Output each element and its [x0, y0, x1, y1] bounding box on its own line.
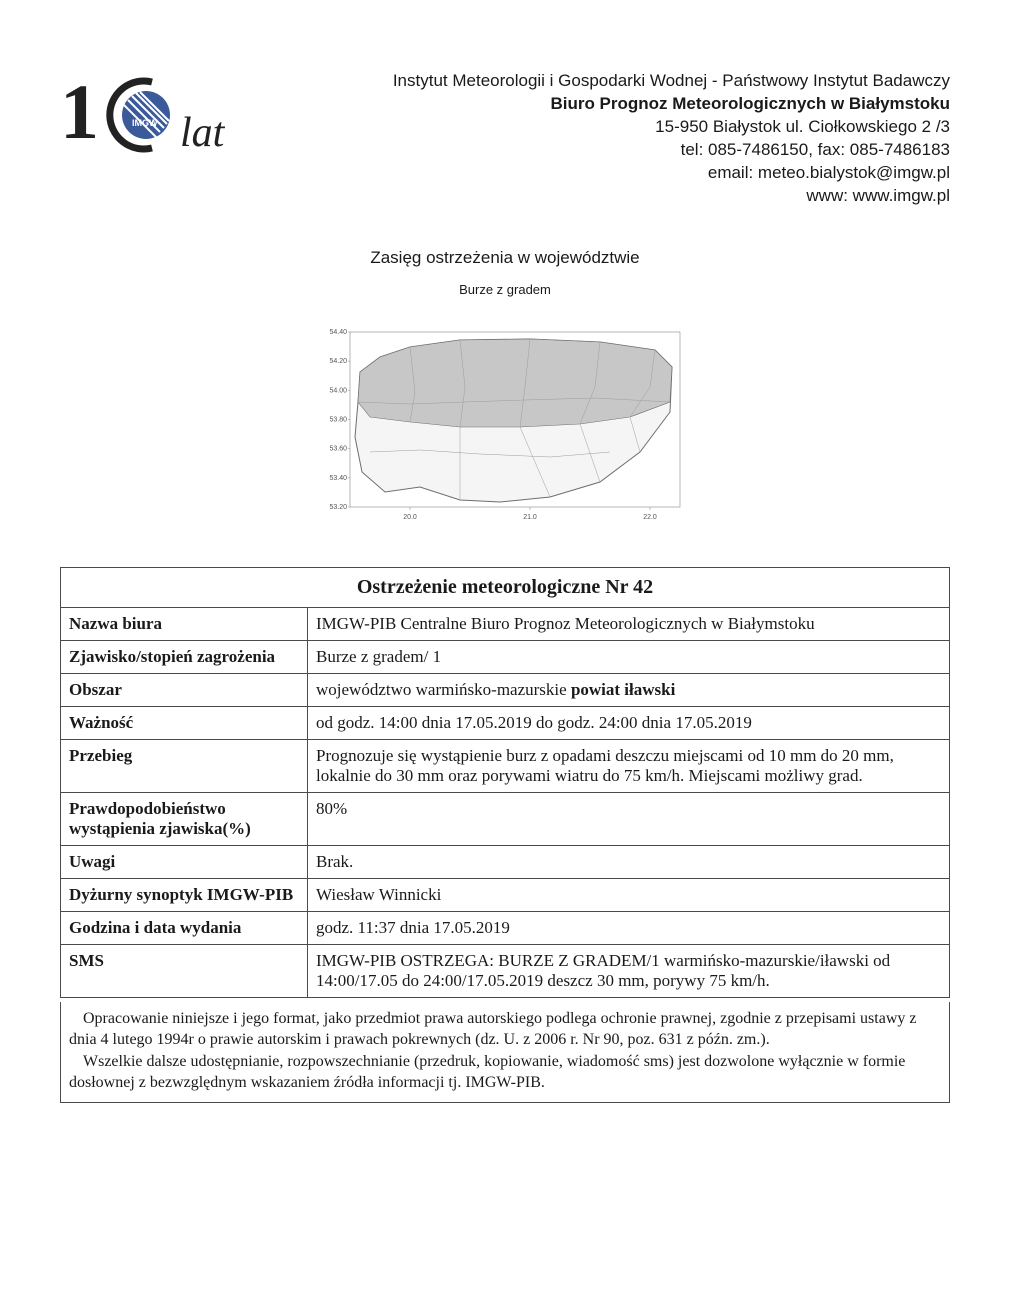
table-row-value: IMGW-PIB OSTRZEGA: BURZE Z GRADEM/1 warm… [308, 944, 950, 997]
table-caption: Ostrzeżenie meteorologiczne Nr 42 [61, 567, 950, 607]
table-row-label: Prawdopodobieństwo wystąpienia zjawiska(… [61, 792, 308, 845]
table-row-value: województwo warmińsko-mazurskie powiat i… [308, 673, 950, 706]
table-row-value: Burze z gradem/ 1 [308, 640, 950, 673]
org-www: www: www.imgw.pl [393, 185, 950, 208]
table-row-value: Prognozuje się wystąpienie burz z opadam… [308, 739, 950, 792]
table-row-label: Przebieg [61, 739, 308, 792]
footnote-p2: Wszelkie dalsze udostępnianie, rozpowsze… [69, 1051, 941, 1094]
logo: 1 IMGW lat [60, 70, 260, 160]
svg-text:20.0: 20.0 [403, 514, 417, 521]
table-row-label: Dyżurny synoptyk IMGW-PIB [61, 878, 308, 911]
table-row-value: godz. 11:37 dnia 17.05.2019 [308, 911, 950, 944]
table-row-label: Godzina i data wydania [61, 911, 308, 944]
org-line1: Instytut Meteorologii i Gospodarki Wodne… [393, 70, 950, 93]
table-row-label: Uwagi [61, 845, 308, 878]
table-row: Nazwa biuraIMGW-PIB Centralne Biuro Prog… [61, 607, 950, 640]
copyright-footnote: Opracowanie niniejsze i jego format, jak… [60, 1002, 950, 1103]
table-row-value: Brak. [308, 845, 950, 878]
svg-text:54.20: 54.20 [329, 358, 347, 365]
table-caption-row: Ostrzeżenie meteorologiczne Nr 42 [61, 567, 950, 607]
map-wrap: 54.40 54.20 54.00 53.80 53.60 53.40 53.20 20.0… [60, 327, 950, 527]
header: 1 IMGW lat Instytut Meteorologii i Gospo… [60, 70, 950, 208]
page: 1 IMGW lat Instytut Meteorologii i Gospo… [0, 0, 1010, 1307]
table-row: Obszarwojewództwo warmińsko-mazurskie po… [61, 673, 950, 706]
svg-text:21.0: 21.0 [523, 514, 537, 521]
title-block: Zasięg ostrzeżenia w województwie Burze … [60, 248, 950, 297]
svg-text:53.60: 53.60 [329, 445, 347, 452]
logo-lat-text: lat [180, 110, 226, 156]
org-email: email: meteo.bialystok@imgw.pl [393, 162, 950, 185]
title-main: Zasięg ostrzeżenia w województwie [60, 248, 950, 268]
table-row: Ważnośćod godz. 14:00 dnia 17.05.2019 do… [61, 706, 950, 739]
table-row: SMSIMGW-PIB OSTRZEGA: BURZE Z GRADEM/1 w… [61, 944, 950, 997]
org-block: Instytut Meteorologii i Gospodarki Wodne… [393, 70, 950, 208]
warning-table: Ostrzeżenie meteorologiczne Nr 42 Nazwa … [60, 567, 950, 998]
org-telfax: tel: 085-7486150, fax: 085-7486183 [393, 139, 950, 162]
table-row-value: IMGW-PIB Centralne Biuro Prognoz Meteoro… [308, 607, 950, 640]
table-row-label: Obszar [61, 673, 308, 706]
table-row: UwagiBrak. [61, 845, 950, 878]
table-row-label: Ważność [61, 706, 308, 739]
table-row-value: 80% [308, 792, 950, 845]
table-row-value: Wiesław Winnicki [308, 878, 950, 911]
svg-text:53.20: 53.20 [329, 504, 347, 511]
table-row-label: SMS [61, 944, 308, 997]
org-line2: Biuro Prognoz Meteorologicznych w Białym… [393, 93, 950, 116]
logo-one: 1 [60, 70, 99, 155]
map-highlight [358, 339, 672, 427]
svg-text:53.80: 53.80 [329, 416, 347, 423]
svg-text:22.0: 22.0 [643, 514, 657, 521]
footnote-p1: Opracowanie niniejsze i jego format, jak… [69, 1008, 941, 1051]
table-row: Zjawisko/stopień zagrożeniaBurze z grade… [61, 640, 950, 673]
svg-text:54.00: 54.00 [329, 387, 347, 394]
svg-text:54.40: 54.40 [329, 329, 347, 336]
table-row: PrzebiegPrognozuje się wystąpienie burz … [61, 739, 950, 792]
org-address: 15-950 Białystok ul. Ciołkowskiego 2 /3 [393, 116, 950, 139]
logo-imgw-text: IMGW [132, 118, 158, 128]
svg-text:53.40: 53.40 [329, 474, 347, 481]
table-row-label: Nazwa biura [61, 607, 308, 640]
table-row: Prawdopodobieństwo wystąpienia zjawiska(… [61, 792, 950, 845]
map-box: 54.40 54.20 54.00 53.80 53.60 53.40 53.20 20.0… [320, 327, 690, 527]
title-sub: Burze z gradem [60, 282, 950, 297]
table-row-value: od godz. 14:00 dnia 17.05.2019 do godz. … [308, 706, 950, 739]
table-row: Dyżurny synoptyk IMGW-PIBWiesław Winnick… [61, 878, 950, 911]
table-row-label: Zjawisko/stopień zagrożenia [61, 640, 308, 673]
table-row: Godzina i data wydaniagodz. 11:37 dnia 1… [61, 911, 950, 944]
